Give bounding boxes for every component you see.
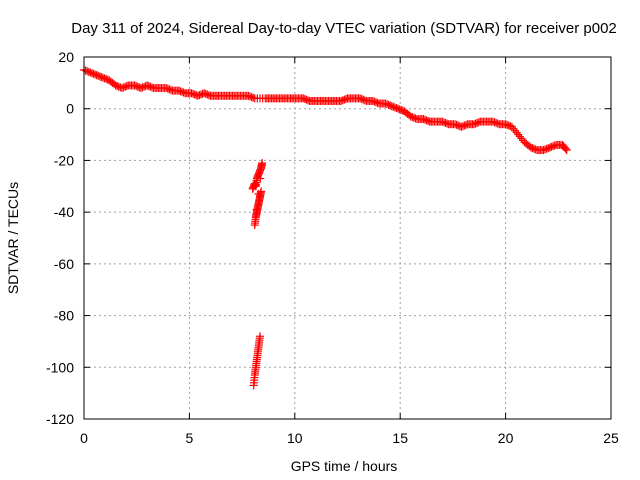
y-tick-label: -80 (54, 308, 74, 324)
y-tick-label: 20 (58, 49, 74, 65)
plot-frame (83, 56, 612, 420)
x-tick-label: 5 (186, 430, 194, 446)
x-tick-label: 20 (498, 430, 514, 446)
grid-lines (84, 57, 611, 419)
x-tick-label: 25 (603, 430, 619, 446)
axis-ticks: 0 5 10 15 20 25 20 0 -20 -40 -60 -80 -100 -120 (46, 49, 619, 446)
y-tick-label: -100 (46, 359, 74, 375)
x-axis-title: GPS time / hours (291, 458, 398, 474)
data-point (249, 93, 258, 102)
y-tick-label: -60 (54, 256, 74, 272)
y-axis-title: SDTVAR / TECUs (5, 182, 21, 294)
y-tick-label: 0 (66, 101, 74, 117)
data-point (257, 187, 266, 196)
x-tick-label: 10 (287, 430, 303, 446)
data-points (80, 65, 571, 390)
x-tick-label: 15 (392, 430, 408, 446)
x-tick-label: 0 (80, 430, 88, 446)
data-point (561, 144, 570, 153)
y-tick-label: -20 (54, 152, 74, 168)
y-tick-label: -40 (54, 204, 74, 220)
y-tick-label: -120 (46, 411, 74, 427)
chart-title: Day 311 of 2024, Sidereal Day-to-day VTE… (71, 20, 617, 37)
data-point (562, 146, 571, 155)
data-point (256, 332, 265, 341)
data-point (258, 159, 267, 168)
data-point (256, 174, 265, 183)
